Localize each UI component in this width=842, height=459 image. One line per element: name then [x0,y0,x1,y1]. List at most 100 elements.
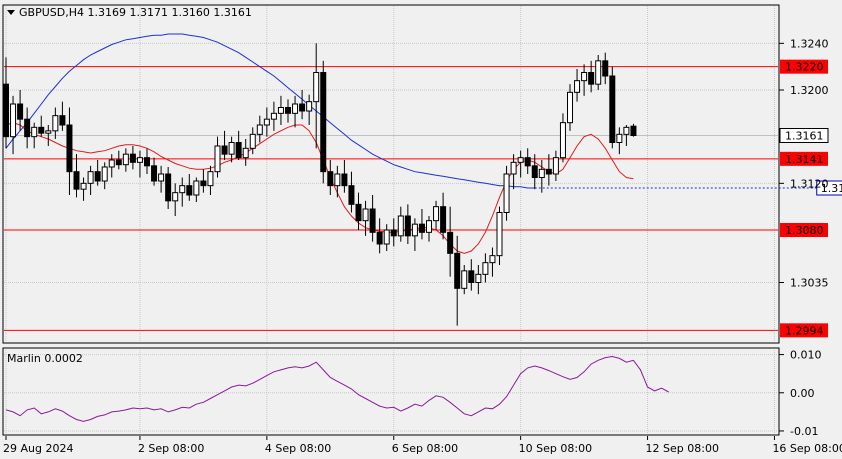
candle-body [390,229,397,237]
time-axis: 29 Aug 2024 2 Sep 08:00 4 Sep 08:00 6 Sep 0… [3,436,842,455]
candle-body [595,60,602,85]
candle-body [136,157,143,163]
candle-body [186,185,193,196]
price-level-label: 1.3220 [785,61,824,74]
candle-body [73,171,80,190]
candle-body [129,153,136,163]
candle-body [496,212,503,257]
candle-body [447,231,454,254]
indicator-tick-label: -0.01 [790,425,818,438]
candle-body [45,130,52,134]
price-level-label: 1.3141 [785,153,824,166]
candle-body [503,173,510,213]
candle-body [404,215,411,237]
price-level-label: 1.2994 [785,324,824,337]
indicator-tick-label: 0.010 [790,349,822,362]
candle-body [38,126,45,134]
indicator-panel-frame [2,347,780,436]
candle-body [207,171,214,187]
price-level-tag [780,151,828,166]
time-tick-label: 10 Sep 08:00 [519,442,592,455]
candle-body [524,157,531,167]
candle-body [411,223,418,237]
chart-title: GBPUSD,H4 1.3169 1.3171 1.3160 1.3161 [19,6,252,19]
candle-body [454,252,461,289]
candle-body [630,125,637,136]
price-tick-label: 1.3240 [790,37,829,50]
candle-body [277,107,284,114]
candle-body [228,142,235,155]
candle-body [87,171,94,184]
candle-body [256,124,263,135]
candle-body [383,229,390,245]
candle-body [517,157,524,163]
price-level-tag [780,323,828,338]
time-tick-label: 2 Sep 08:00 [138,442,204,455]
candle-body [567,91,573,124]
candle-body [101,166,108,182]
time-tick-label: 4 Sep 08:00 [265,442,331,455]
ma-value-tag [816,180,842,196]
indicator-series-line [5,355,669,422]
candle-body [348,185,355,205]
candle-body [475,273,482,284]
candle-body [285,107,291,114]
candle-body [362,208,369,222]
candle-body [263,118,270,126]
candle-body [510,161,517,175]
candle-body [115,159,122,166]
ma-value-label: 1.3116 [821,182,842,195]
indicator-title: Marlin 0.0002 [7,352,83,365]
price-tick-label: 1.3035 [790,277,829,290]
candle-body [574,80,581,93]
candle-body [193,180,200,196]
candle-body [151,165,158,182]
time-tick-label: 29 Aug 2024 [3,442,73,455]
candle-body [144,157,150,167]
price-level-tag [780,223,828,237]
time-tick-label: 16 Sep 08:00 [772,442,842,455]
candle-body [235,142,242,159]
indicator-grid [4,350,778,434]
candle-body [158,173,165,182]
price-tick-label: 1.3200 [790,84,829,97]
candle-body [66,124,73,173]
candle-body [623,126,630,135]
candle-body [616,133,623,143]
candle-body [31,126,38,138]
candle-body [433,206,440,222]
candle-body [376,231,383,245]
candle-body [531,165,538,178]
candle-body [59,115,66,126]
candle-body [355,203,362,222]
candle-body [242,147,249,159]
current-price-tag [779,128,829,143]
indicator-line [5,355,669,422]
candle-body [165,173,172,202]
candle-body [552,157,559,175]
candle-body [292,103,299,114]
candle-body [17,103,24,120]
candle-body [313,72,320,103]
candle-body [468,270,475,284]
candle-body [440,206,447,233]
candle-body [538,168,545,178]
candle-body [3,83,9,138]
price-panel-frame [2,4,780,344]
candle-body [397,215,404,237]
candle-body [426,220,432,233]
price-axis: 1.3240 1.3200 1.3120 1.3035 1.3220 1.3141 1.30… [779,37,829,338]
candle-body [10,103,17,138]
candle-body [327,171,334,187]
candle-body [609,75,616,143]
candle-body [200,180,207,187]
candle-body [559,122,566,159]
candle-body [545,168,552,175]
price-tick-label: 1.3120 [790,177,829,190]
slow-ma-line [5,33,535,189]
candle-body [270,112,277,120]
candle-body [602,60,609,77]
candle-body [341,173,348,187]
candle-body [24,118,31,138]
